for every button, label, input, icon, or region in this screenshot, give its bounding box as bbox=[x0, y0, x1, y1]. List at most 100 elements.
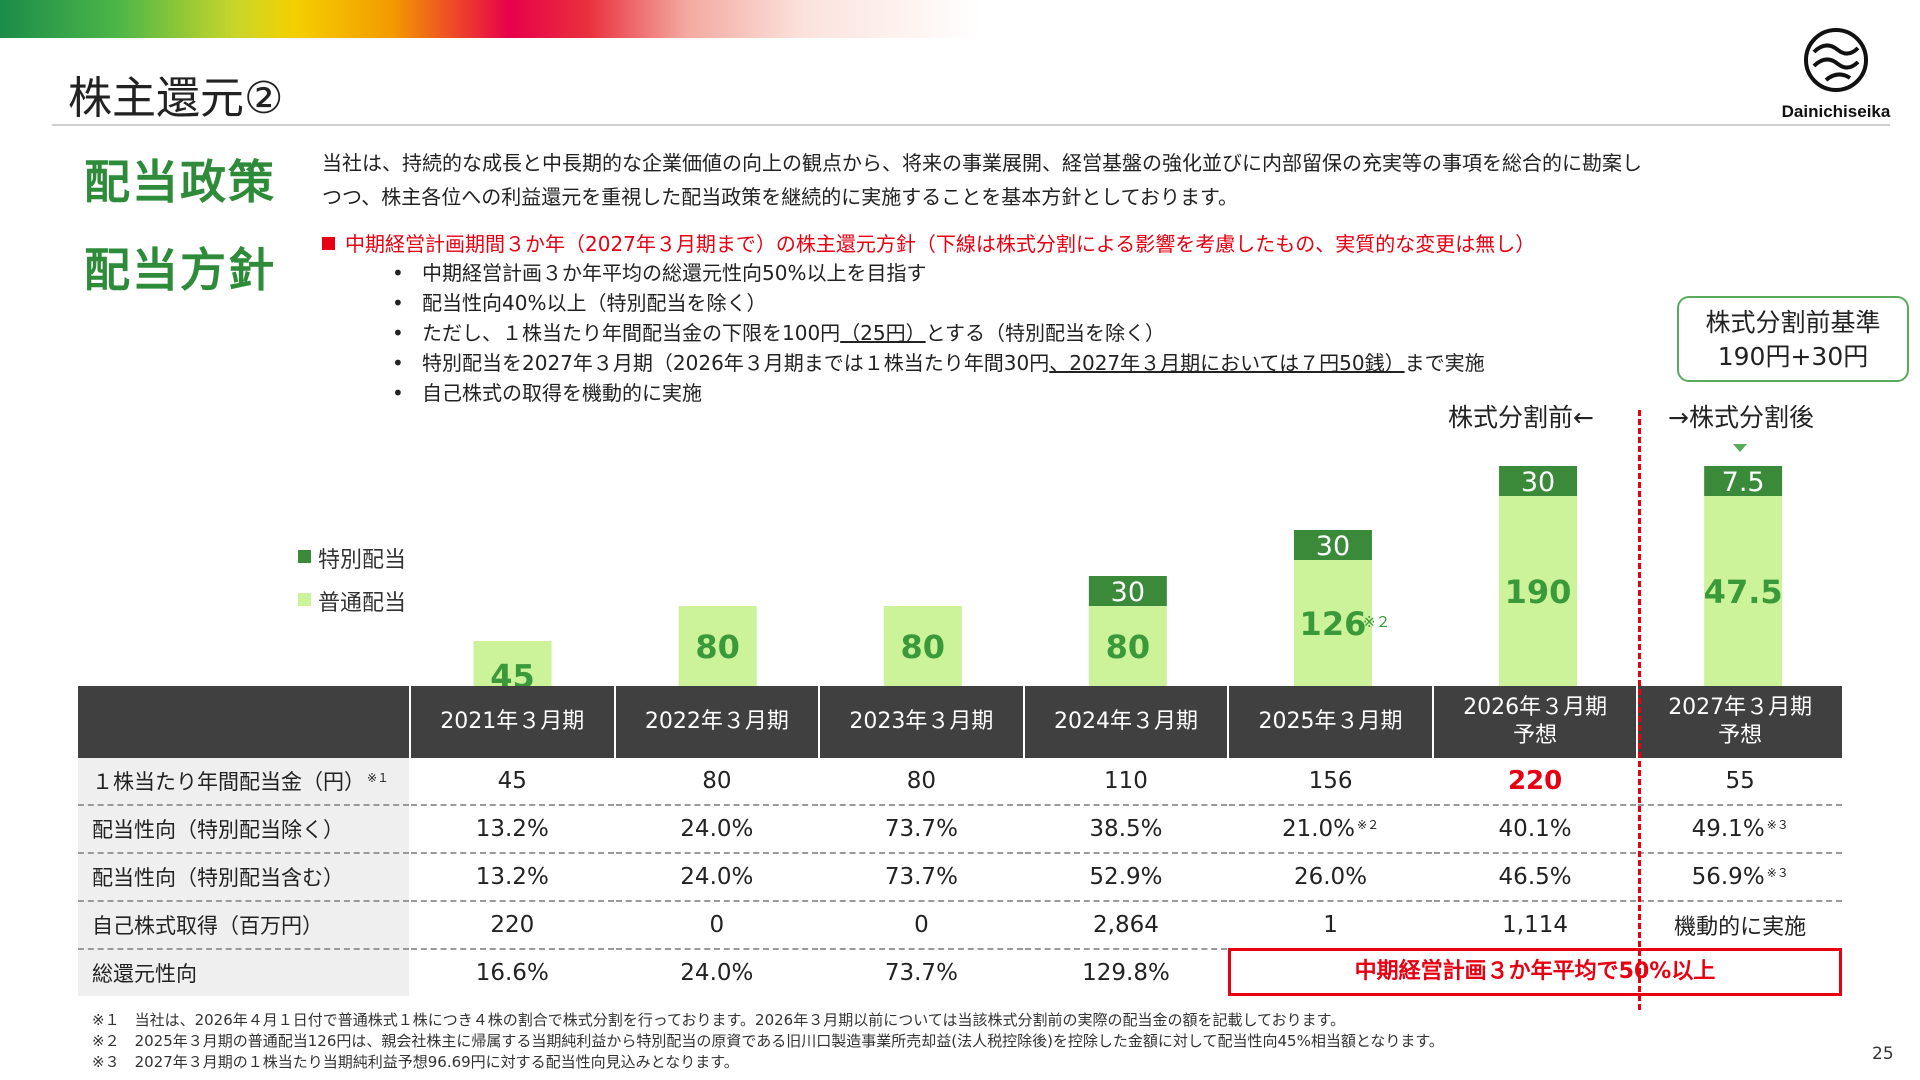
plan-subheading: 中期経営計画期間３か年（2027年３月期まで）の株主還元方針（下線は株式分割によ… bbox=[322, 228, 1535, 257]
policy-line: 当社は、持続的な成長と中長期的な企業価値の向上の観点から、将来の事業展開、経営基… bbox=[322, 151, 1642, 175]
table-cell: 21.0% ※２ bbox=[1227, 805, 1433, 854]
bullet-text: 特別配当を2027年３月期（2026年３月期までは１株当たり年間30円 bbox=[422, 351, 1050, 375]
table-cell: 80 bbox=[613, 758, 820, 806]
plan-subheading-text: 中期経営計画期間３か年（2027年３月期まで）の株主還元方針（下線は株式分割によ… bbox=[345, 232, 1536, 256]
table-row: 自己株式取得（百万円） 220 0 0 2,864 1 1,114 機動的に実施 bbox=[78, 901, 1842, 950]
policy-heading: 配当政策 bbox=[84, 155, 276, 209]
regular-dividend-bar bbox=[678, 606, 757, 686]
table-cell: 110 bbox=[1022, 758, 1229, 806]
table-cell: 49.1% ※３ bbox=[1636, 805, 1842, 854]
special-dividend-label: 30 bbox=[1521, 467, 1555, 498]
table-cell: 0 bbox=[818, 901, 1024, 950]
special-dividend-bar bbox=[1088, 576, 1167, 606]
table-cell: 56.9% ※３ bbox=[1636, 853, 1842, 902]
table-header-cell: 2025年３月期 bbox=[1227, 686, 1433, 758]
table-cell: 73.7% bbox=[818, 805, 1024, 854]
split-after-label: →株式分割後 bbox=[1668, 403, 1814, 432]
bullet-text: 自己株式の取得を機動的に実施 bbox=[422, 381, 702, 405]
table-cell: 55 bbox=[1636, 758, 1842, 806]
table-cell: 1 bbox=[1227, 901, 1433, 950]
table-row: １株当たり年間配当金（円） ※１ 45 80 80 110 156 220 55 bbox=[78, 758, 1842, 806]
red-square-icon bbox=[322, 237, 335, 250]
bullet-text: とする（特別配当を除く） bbox=[925, 321, 1166, 345]
table-header-cell: 2023年３月期 bbox=[818, 686, 1024, 758]
regular-dividend-label: 47.5 bbox=[1704, 573, 1783, 611]
table-cell: 24.0% bbox=[613, 949, 820, 996]
bullet-underlined-text: （25円） bbox=[840, 321, 926, 345]
table-cell: 13.2% bbox=[409, 805, 615, 854]
special-dividend-label: 30 bbox=[1316, 531, 1350, 562]
table-cell: 16.6% bbox=[409, 949, 615, 996]
bullet-text: 配当性向40%以上（特別配当を除く） bbox=[422, 291, 767, 315]
table-cell: 0 bbox=[613, 901, 820, 950]
special-dividend-label: 7.5 bbox=[1722, 467, 1765, 498]
special-dividend-bar bbox=[1499, 466, 1578, 496]
regular-dividend-bar bbox=[473, 641, 552, 686]
legend-regular-swatch bbox=[298, 593, 311, 606]
legend-special-label: 特別配当 bbox=[318, 548, 407, 573]
table-cell: 26.0% bbox=[1227, 853, 1433, 902]
table-header-cell: 2024年３月期 bbox=[1022, 686, 1229, 758]
row-label: 配当性向（特別配当除く） bbox=[78, 805, 410, 854]
callout-line: 株式分割前基準 bbox=[1705, 308, 1881, 337]
page-title: 株主還元② bbox=[68, 73, 284, 124]
table-header-cell: 2022年３月期 bbox=[613, 686, 820, 758]
table-row: 配当性向（特別配当除く） 13.2% 24.0% 73.7% 38.5% 21.… bbox=[78, 805, 1842, 854]
special-dividend-label: 30 bbox=[1111, 577, 1145, 608]
table-header-corner bbox=[78, 686, 410, 758]
bullet-text: ただし、１株当たり年間配当金の下限を100円 bbox=[422, 321, 841, 345]
policy-line: つつ、株主各位への利益還元を重視した配当政策を継続的に実施することを基本方針とし… bbox=[322, 185, 1238, 209]
regular-dividend-label: 80 bbox=[695, 628, 740, 666]
table-row: 配当性向（特別配当含む） 13.2% 24.0% 73.7% 52.9% 26.… bbox=[78, 853, 1842, 902]
table-header-row: 2021年３月期 2022年３月期 2023年３月期 2024年３月期 2025… bbox=[78, 686, 1842, 758]
footnote: ※３ 2027年３月期の１株当たり当期純利益予想96.69円に対する配当性向見込… bbox=[92, 1053, 739, 1071]
page-number: 25 bbox=[1872, 1044, 1894, 1064]
regular-dividend-bar bbox=[1293, 560, 1372, 686]
row-label: 配当性向（特別配当含む） bbox=[78, 853, 410, 902]
legend-special-swatch bbox=[298, 550, 311, 563]
regular-dividend-bar bbox=[1704, 496, 1783, 686]
logo-wordmark: Dainichiseika bbox=[1781, 102, 1891, 121]
plan-bullet-list: 中期経営計画３か年平均の総還元性向50%以上を目指す 配当性向40%以上（特別配… bbox=[392, 258, 1485, 408]
special-dividend-bar bbox=[1293, 530, 1372, 560]
plan-bullet: ただし、１株当たり年間配当金の下限を100円（25円）とする（特別配当を除く） bbox=[392, 318, 1485, 348]
table-cell: 73.7% bbox=[818, 949, 1024, 996]
table-cell: 24.0% bbox=[613, 805, 820, 854]
callout-line: 190円+30円 bbox=[1717, 342, 1869, 371]
plan-bullet: 配当性向40%以上（特別配当を除く） bbox=[392, 288, 1485, 318]
policy-text: 当社は、持続的な成長と中長期的な企業価値の向上の観点から、将来の事業展開、経営基… bbox=[322, 146, 1842, 214]
special-dividend-bar bbox=[1704, 466, 1783, 496]
dividend-bar-chart: 45 80 80 80 30 126 30 ※２ 190 30 47.5 7.5 bbox=[473, 466, 1783, 691]
plan-heading: 配当方針 bbox=[84, 243, 276, 297]
row-label: １株当たり年間配当金（円） ※１ bbox=[78, 758, 410, 806]
table-cell: 80 bbox=[818, 758, 1024, 806]
table-cell: 1,114 bbox=[1431, 901, 1638, 950]
regular-dividend-label: 126 bbox=[1300, 605, 1367, 643]
table-cell: 38.5% bbox=[1022, 805, 1229, 854]
table-cell: 機動的に実施 bbox=[1636, 901, 1842, 950]
bullet-text: 中期経営計画３か年平均の総還元性向50%以上を目指す bbox=[422, 261, 927, 285]
target-box: 中期経営計画３か年平均で50%以上 bbox=[1228, 948, 1842, 996]
table-cell: 13.2% bbox=[409, 853, 615, 902]
regular-dividend-bar bbox=[1088, 606, 1167, 686]
table-header-cell: 2027年３月期 予想 bbox=[1636, 686, 1842, 758]
plan-bullet: 中期経営計画３か年平均の総還元性向50%以上を目指す bbox=[392, 258, 1485, 288]
table-cell: 52.9% bbox=[1022, 853, 1229, 902]
title-divider bbox=[52, 124, 1890, 126]
split-before-label: 株式分割前← bbox=[1448, 403, 1594, 432]
table-header-cell: 2021年３月期 bbox=[409, 686, 615, 758]
table-cell: 24.0% bbox=[613, 853, 820, 902]
table-cell: 220 bbox=[409, 901, 615, 950]
row-label: 自己株式取得（百万円） bbox=[78, 901, 410, 950]
plan-bullet: 自己株式の取得を機動的に実施 bbox=[392, 378, 1485, 408]
table-cell: 2,864 bbox=[1022, 901, 1229, 950]
plan-bullet: 特別配当を2027年３月期（2026年３月期までは１株当たり年間30円、2027… bbox=[392, 348, 1485, 378]
regular-dividend-label: 80 bbox=[900, 628, 945, 666]
bar-annotation: ※２ bbox=[1363, 613, 1391, 631]
regular-dividend-label: 190 bbox=[1505, 573, 1572, 611]
legend-regular-label: 普通配当 bbox=[318, 591, 407, 616]
regular-dividend-label: 45 bbox=[490, 658, 535, 691]
callout-pointer bbox=[1733, 444, 1747, 452]
regular-dividend-label: 80 bbox=[1106, 628, 1151, 666]
table-cell: 46.5% bbox=[1431, 853, 1638, 902]
